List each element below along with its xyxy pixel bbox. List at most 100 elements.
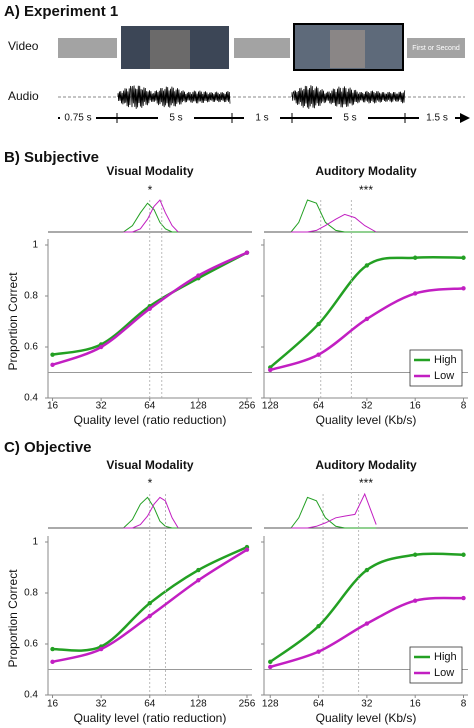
x-tick-label: 8	[461, 401, 467, 412]
x-axis-label: Quality level (Kb/s)	[316, 413, 417, 427]
panel-title: C) Objective	[4, 439, 92, 456]
x-tick-label: 32	[361, 401, 373, 412]
x-axis-label: Quality level (Kb/s)	[316, 711, 417, 725]
x-axis-label: Quality level (ratio reduction)	[74, 711, 227, 725]
label-bg	[60, 112, 96, 124]
chart-title: Visual Modality	[106, 458, 193, 472]
x-tick-label: 64	[144, 401, 156, 412]
duration-label: 0.75 s	[64, 113, 91, 124]
duration-label: 5 s	[169, 113, 182, 124]
density	[291, 213, 377, 233]
y-axis-label: Proportion Correct	[6, 272, 20, 371]
data-point	[268, 659, 273, 665]
row-label: Audio	[8, 89, 39, 103]
legend-label: High	[434, 354, 457, 366]
panel-title: A) Experiment 1	[4, 3, 118, 20]
x-tick-label: 64	[313, 699, 325, 710]
data-point	[316, 623, 321, 629]
legend-label: High	[434, 651, 457, 663]
significance: *	[148, 183, 153, 197]
response-screen	[407, 38, 465, 58]
x-tick-label: 8	[461, 699, 467, 710]
label-bg	[419, 112, 455, 124]
data-point	[316, 352, 321, 357]
timeline-arrow	[460, 113, 470, 123]
data-point	[244, 250, 250, 255]
chart-title: Auditory Modality	[315, 458, 417, 472]
data-point	[50, 352, 55, 357]
blank-screen	[234, 38, 290, 58]
data-point	[364, 621, 370, 626]
significance: ***	[359, 476, 373, 490]
density	[290, 199, 377, 233]
data-point	[412, 598, 418, 603]
data-point	[364, 567, 370, 573]
x-tick-label: 64	[144, 699, 156, 710]
x-tick-label: 128	[262, 699, 279, 710]
x-tick-label: 32	[96, 401, 108, 412]
x-tick-label: 64	[313, 401, 325, 412]
density	[291, 492, 377, 529]
duration-label: 1.5 s	[426, 113, 448, 124]
data-point	[196, 567, 201, 573]
x-tick-label: 256	[239, 401, 256, 412]
data-point	[412, 291, 418, 296]
waveform	[117, 85, 406, 109]
data-point	[268, 664, 273, 670]
data-point	[461, 595, 466, 601]
duration-label: 5 s	[343, 113, 356, 124]
blank-screen	[58, 38, 117, 58]
data-point	[364, 316, 370, 322]
density	[290, 496, 377, 529]
density	[123, 496, 179, 529]
y-tick-label: 0.4	[24, 690, 38, 701]
significance: ***	[359, 183, 373, 197]
significance: *	[148, 476, 153, 490]
data-point	[316, 321, 321, 327]
density	[123, 202, 179, 233]
data-point	[147, 601, 152, 606]
data-point	[412, 552, 418, 557]
label-bg	[158, 112, 194, 124]
y-tick-label: 0.6	[24, 342, 38, 353]
x-tick-label: 16	[410, 401, 422, 412]
y-tick-label: 0.8	[24, 291, 38, 302]
x-tick-label: 128	[190, 699, 207, 710]
x-tick-label: 16	[410, 699, 422, 710]
data-point	[268, 367, 273, 373]
x-tick-label: 256	[239, 699, 256, 710]
fit-line	[52, 251, 248, 356]
density	[123, 199, 179, 233]
x-axis-label: Quality level (ratio reduction)	[74, 413, 227, 427]
data-point	[147, 613, 152, 619]
duration-label: 1 s	[255, 113, 268, 124]
data-point	[412, 255, 418, 260]
x-tick-label: 32	[361, 699, 373, 710]
chart-title: Visual Modality	[106, 164, 193, 178]
data-point	[50, 646, 55, 652]
y-tick-label: 1	[32, 240, 38, 251]
x-tick-label: 128	[262, 401, 279, 412]
data-point	[461, 552, 466, 557]
x-tick-label: 32	[96, 699, 108, 710]
x-tick-label: 16	[47, 699, 59, 710]
data-point	[316, 649, 321, 654]
y-tick-label: 0.8	[24, 588, 38, 599]
data-point	[50, 659, 55, 665]
legend-box	[409, 646, 463, 684]
video-frame-detail	[330, 30, 365, 68]
density	[123, 496, 179, 529]
data-point	[244, 547, 250, 552]
response-text: First or Second	[412, 45, 460, 52]
data-point	[98, 646, 104, 652]
data-point	[50, 362, 55, 368]
y-tick-label: 0.4	[24, 393, 38, 404]
row-label: Video	[8, 39, 39, 53]
video-frame-detail	[150, 30, 190, 69]
y-tick-label: 0.6	[24, 639, 38, 650]
x-tick-label: 16	[47, 401, 59, 412]
data-point	[196, 578, 201, 583]
label-bg	[332, 112, 368, 124]
legend-box	[409, 349, 463, 387]
